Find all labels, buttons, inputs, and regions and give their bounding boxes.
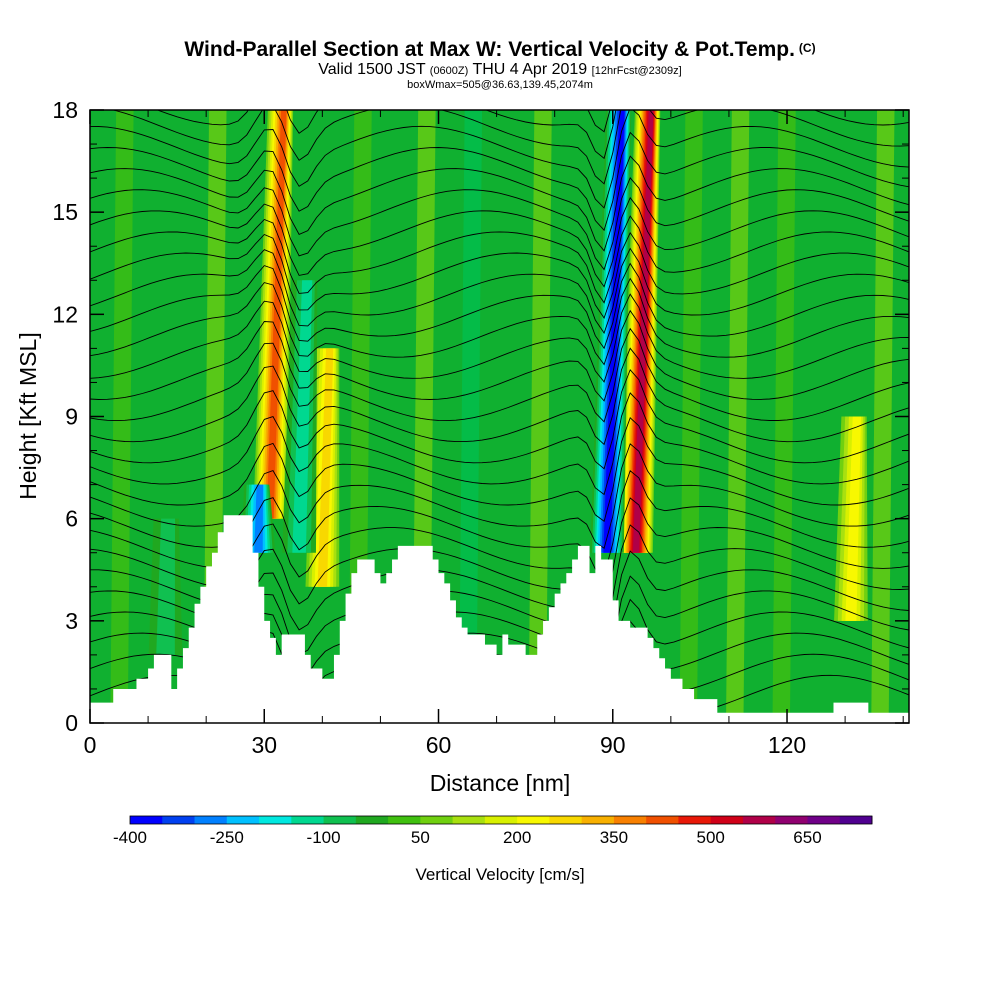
colorbar-swatch (549, 816, 583, 824)
velocity-band (679, 110, 703, 723)
x-tick-label: 30 (251, 732, 277, 758)
y-axis-label: Height [Kft MSL] (15, 332, 41, 499)
colorbar-swatch (388, 816, 421, 824)
updraft-core (845, 416, 861, 621)
colorbar-swatch (807, 816, 841, 824)
theta-contour-line (90, 247, 909, 334)
colorbar-swatch (646, 816, 679, 824)
x-tick-label: 0 (84, 732, 97, 758)
valid-prefix: Valid 1500 JST (318, 61, 426, 78)
updraft-core (317, 348, 334, 587)
colorbar-swatch (484, 816, 518, 824)
colorbar-tick-label: 50 (411, 828, 430, 847)
theta-contour-line (90, 293, 909, 383)
velocity-band (528, 110, 552, 723)
valid-utc: (0600Z) (429, 65, 469, 77)
valid-date: THU 4 Apr 2019 (472, 61, 588, 78)
colorbar-swatch (420, 816, 454, 824)
theta-contour-line (90, 309, 909, 402)
colorbar-swatch (162, 816, 196, 824)
theta-contour-line (90, 131, 909, 232)
colorbar-swatch (775, 816, 808, 824)
theta-contour-line (90, 368, 909, 470)
theta-contour-line (156, 110, 909, 160)
y-tick-label: 9 (65, 404, 78, 430)
colorbar-swatch (291, 816, 325, 824)
theta-contour-line (90, 231, 909, 320)
theta-contour-line (90, 155, 909, 252)
colorbar-swatch (678, 816, 712, 824)
colorbar-swatch (742, 816, 776, 824)
x-tick-label: 120 (768, 732, 806, 758)
updraft-core (632, 110, 654, 553)
colorbar-swatch (710, 816, 744, 824)
velocity-band (458, 110, 483, 723)
y-tick-label: 3 (65, 608, 78, 634)
y-tick-label: 15 (52, 199, 78, 225)
theta-contour-line (90, 215, 909, 304)
x-tick-label: 60 (426, 732, 452, 758)
colorbar-swatch (517, 816, 550, 824)
theta-contour-line (90, 177, 909, 271)
colorbar-tick-label: -250 (210, 828, 244, 847)
theta-contour-line (90, 327, 909, 423)
colorbar-frame (129, 815, 873, 825)
forecast-info: [12hrFcst@2309z] (591, 65, 682, 77)
colorbar-tick-label: -400 (113, 828, 147, 847)
colorbar-swatch (839, 816, 873, 824)
theta-contour-line (90, 392, 909, 496)
x-axis-label: Distance [nm] (430, 770, 571, 796)
y-tick-label: 12 (52, 301, 78, 327)
copyright-mark: (C) (798, 41, 816, 55)
chart-title: Wind-Parallel Section at Max W: Vertical… (0, 36, 1000, 62)
theta-contour-line (90, 110, 909, 209)
colorbar-tick-label: 350 (600, 828, 628, 847)
theta-contour-line (90, 417, 909, 522)
colorbar-swatch (130, 816, 163, 824)
colorbar-swatch (452, 816, 486, 824)
downdraft-core (254, 484, 264, 553)
updraft-core (266, 110, 287, 519)
colorbar-swatch (226, 816, 260, 824)
terrain (90, 515, 909, 723)
colorbar-tick-label: 200 (503, 828, 531, 847)
colorbar: -400 -250 -100 50 200 350 500 650 (113, 815, 873, 847)
x-tick-label: 90 (600, 732, 626, 758)
plot-area (90, 110, 909, 723)
colorbar-tick-label: 500 (697, 828, 725, 847)
colorbar-tick-label: 650 (793, 828, 821, 847)
chart-title-text: Wind-Parallel Section at Max W: Vertical… (184, 38, 795, 61)
velocity-band (110, 110, 134, 723)
colorbar-swatch (259, 816, 292, 824)
theta-contour-line (90, 262, 909, 350)
y-tick-label: 6 (65, 506, 78, 532)
theta-contour-line (90, 196, 909, 288)
title-block: Wind-Parallel Section at Max W: Vertical… (0, 36, 1000, 91)
downdraft-core (156, 518, 176, 655)
colorbar-swatch (613, 816, 647, 824)
colorbar-swatch (355, 816, 389, 824)
theta-contour-line (90, 277, 909, 366)
colorbar-swatch (194, 816, 228, 824)
theta-contour-line (90, 347, 909, 446)
axes: 0 30 60 90 120 0 3 6 9 12 15 18 (52, 97, 909, 758)
colorbar-swatch (323, 816, 357, 824)
downdraft-core (292, 280, 313, 553)
y-tick-label: 18 (52, 97, 78, 123)
colorbar-tick-label: -100 (307, 828, 341, 847)
y-tick-label: 0 (65, 710, 78, 736)
colorbar-label: Vertical Velocity [cm/s] (415, 865, 584, 884)
valid-time: Valid 1500 JST (0600Z) THU 4 Apr 2019 [1… (0, 62, 1000, 79)
colorbar-swatch (581, 816, 615, 824)
box-wmax-info: boxWmax=505@36.63,139.45,2074m (407, 79, 593, 91)
